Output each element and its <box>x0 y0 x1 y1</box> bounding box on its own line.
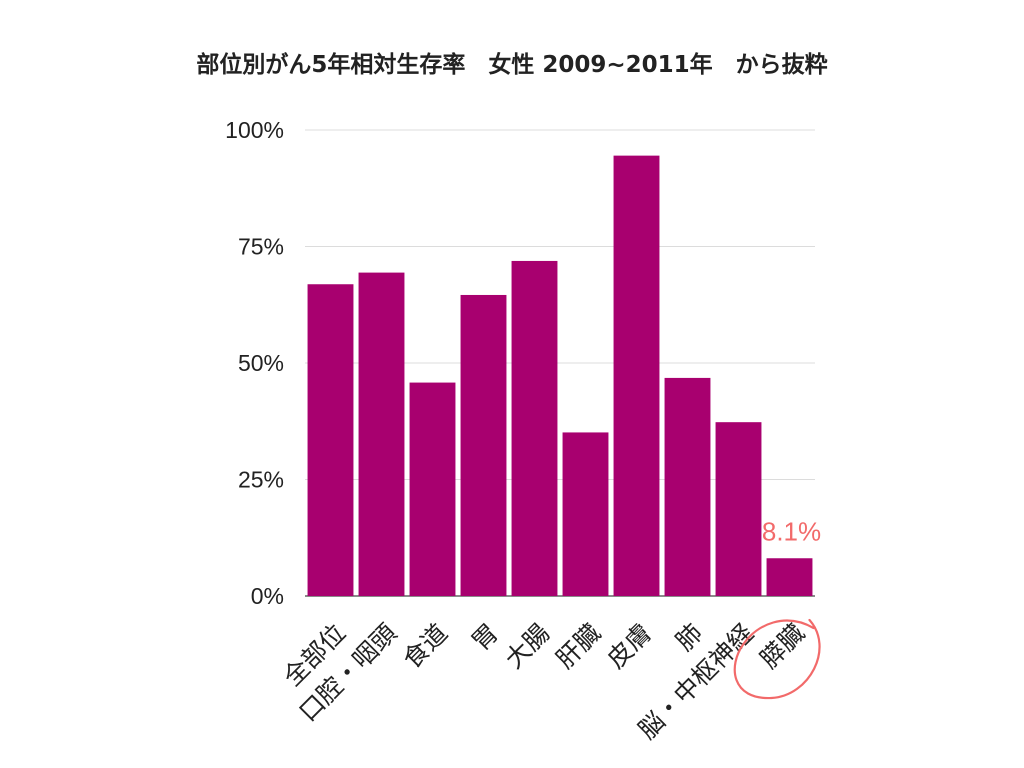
bar <box>562 432 609 596</box>
x-category-label: 食道 <box>397 618 453 674</box>
x-category-label: 胃 <box>466 618 504 656</box>
chart-title: 部位別がん5年相対生存率 女性 2009~2011年 から抜粋 <box>196 51 827 78</box>
bars <box>307 155 813 596</box>
y-tick-label: 100% <box>225 117 284 143</box>
x-category-label: 肺 <box>670 618 708 656</box>
highlight-circle <box>733 618 821 700</box>
bar <box>715 422 762 596</box>
bar <box>511 260 558 596</box>
x-category-label: 肝臓 <box>550 618 606 674</box>
x-category-label: 皮膚 <box>601 618 657 674</box>
bar <box>307 284 354 596</box>
bar <box>664 377 711 596</box>
bar <box>409 382 456 596</box>
annotation: 8.1% <box>733 516 821 700</box>
y-axis-ticks: 0% 25% 50% 75% 100% <box>225 117 284 609</box>
bar <box>766 558 813 596</box>
x-category-label: 大腸 <box>499 618 555 674</box>
y-tick-label: 50% <box>238 350 284 376</box>
bar <box>358 272 405 596</box>
bar <box>613 155 660 596</box>
y-tick-label: 0% <box>251 583 284 609</box>
bar <box>460 294 507 596</box>
y-tick-label: 25% <box>238 467 284 493</box>
annotation-label: 8.1% <box>762 516 821 546</box>
y-tick-label: 75% <box>238 234 284 260</box>
